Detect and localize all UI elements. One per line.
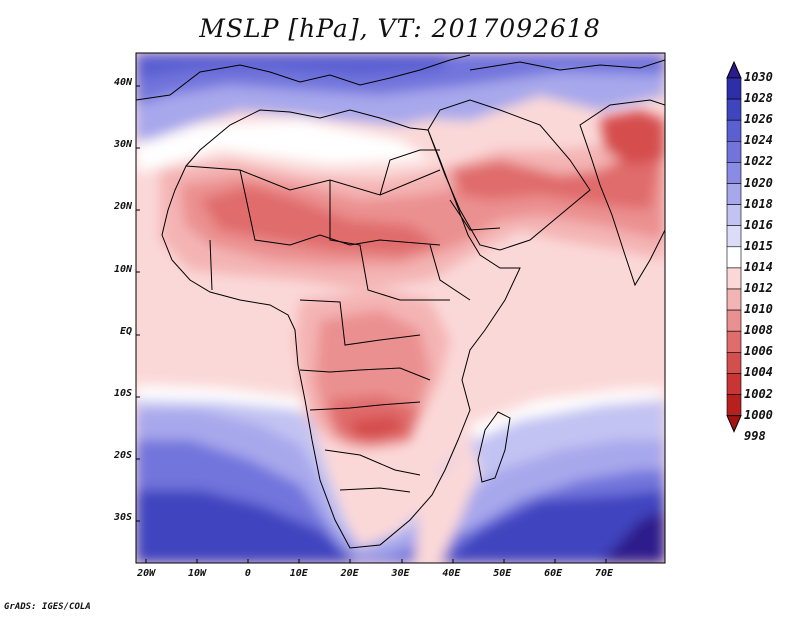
colorbar-swatch [726, 225, 742, 248]
lat-tick-label: 20N [113, 201, 132, 213]
lon-tick-label: 30E [391, 568, 410, 579]
colorbar-swatch [726, 119, 742, 142]
colorbar-level-label: 1004 [744, 365, 773, 380]
colorbar-swatch [726, 141, 742, 163]
colorbar-level-label: 998 [744, 428, 766, 443]
colorbar-level-label: 1028 [744, 91, 773, 106]
lon-tick-label: 40E [442, 568, 461, 579]
coastlines [136, 54, 665, 549]
colorbar-bottom-arrow [726, 415, 742, 433]
lat-tick-label: 10N [113, 263, 132, 275]
colorbar-swatch [726, 204, 742, 227]
colorbar-level-label: 1012 [744, 281, 773, 295]
axis-ticks [136, 85, 607, 563]
colorbar-swatch [726, 246, 742, 269]
colorbar-level-label: 1000 [744, 407, 773, 422]
colorbar-swatch [726, 183, 742, 205]
lon-tick-label: 50E [493, 568, 512, 579]
colorbar-swatch [726, 288, 742, 311]
plot-border [135, 52, 666, 564]
colorbar-level-label: 1008 [744, 323, 773, 338]
lat-tick-label: 30N [113, 139, 132, 151]
colorbar-swatch [726, 77, 742, 100]
lon-tick-label: 70E [594, 568, 613, 579]
lon-tick-label: 10W [188, 568, 207, 579]
colorbar-swatch [726, 394, 742, 416]
pressure-field [136, 53, 665, 563]
colorbar-swatch [726, 373, 742, 395]
lon-tick-label: 0 [244, 568, 251, 579]
lat-tick-label: 10S [113, 388, 132, 400]
map-title: MSLP [hPa], VT: 2017092618 [199, 14, 601, 43]
colorbar [726, 60, 742, 433]
footer-credit: GrADS: IGES/COLA [4, 602, 91, 612]
colorbar-level-label: 1015 [744, 238, 773, 253]
lat-tick-label: 30S [113, 512, 132, 524]
colorbar-level-label: 1006 [744, 344, 773, 359]
colorbar-swatch [726, 98, 742, 121]
colorbar-level-label: 1020 [744, 175, 773, 190]
colorbar-swatch [726, 162, 742, 184]
colorbar-level-label: 1022 [744, 154, 773, 169]
colorbar-level-label: 1024 [744, 133, 773, 148]
colorbar-swatch [726, 267, 742, 290]
colorbar-level-label: 1030 [744, 70, 773, 84]
colorbar-top-arrow [726, 60, 742, 79]
colorbar-level-label: 1026 [744, 112, 773, 127]
lat-tick-label: 40N [113, 77, 132, 89]
lat-tick-label: EQ [119, 325, 132, 337]
colorbar-swatch [726, 309, 742, 332]
colorbar-level-label: 1010 [744, 302, 773, 317]
colorbar-swatch [726, 351, 742, 374]
lon-tick-label: 20W [137, 568, 156, 579]
colorbar-level-label: 1014 [744, 259, 773, 274]
colorbar-swatch [726, 330, 742, 353]
lon-tick-label: 20E [340, 568, 359, 579]
colorbar-level-label: 1016 [744, 217, 773, 232]
colorbar-level-label: 1002 [744, 386, 773, 401]
colorbar-level-label: 1018 [744, 196, 773, 211]
lat-tick-label: 20S [113, 450, 132, 462]
lon-tick-label: 60E [544, 568, 563, 579]
lon-tick-label: 10E [289, 568, 308, 579]
